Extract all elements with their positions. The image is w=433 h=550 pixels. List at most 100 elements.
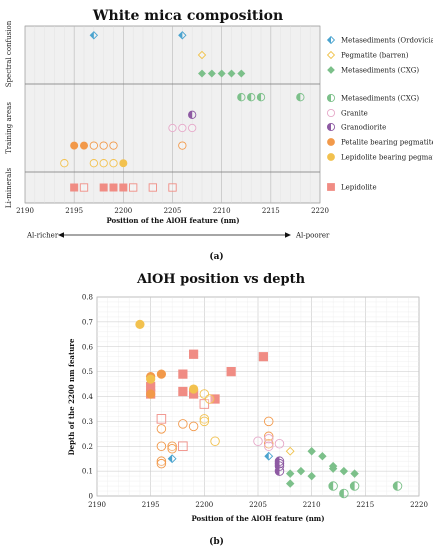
panel-b-point: [146, 374, 156, 384]
category-label-training-areas: Training areas: [5, 102, 13, 154]
panel-a-x-tick-label: 2205: [164, 207, 182, 215]
panel-b-point: [204, 394, 215, 404]
al-direction-arrow: Al-richer Al-poorer: [26, 232, 330, 240]
panel-a-point: [168, 183, 177, 192]
panel-a-x-tick-label: 2220: [311, 207, 329, 215]
panel-a-point: [79, 183, 89, 192]
panel-a-point: [99, 183, 108, 192]
panel-a-point: [70, 183, 79, 192]
panel-a-x-tick-label: 2210: [213, 207, 231, 215]
panel-a-point: [109, 159, 118, 168]
panel-b-point: [146, 389, 156, 399]
panel-b-point: [167, 443, 177, 454]
panel-a-point: [119, 183, 128, 192]
panel-a-x-tick-label: 2195: [65, 207, 83, 215]
panel-b-point: [156, 424, 167, 434]
panel-b-point: [178, 441, 188, 451]
panel-label-b: (b): [209, 536, 224, 547]
panel-a-category-labels: Spectral confusion Training areas Li-min…: [5, 20, 13, 208]
legend-entry: Lepidolite: [341, 184, 377, 192]
panel-b-x-tick-label: 2220: [410, 501, 428, 509]
panel-a-points: [60, 31, 305, 192]
panel-a-point: [256, 93, 266, 102]
panel-a-grid: [24, 26, 321, 203]
panel-b-point: [263, 416, 274, 427]
panel-b-point: [339, 466, 349, 476]
panel-b-point: [156, 458, 167, 469]
panel-b-point: [189, 349, 199, 359]
panel-a-title: White mica composition: [92, 8, 283, 24]
legend-entry: Petalite bearing pegmatite: [341, 139, 433, 147]
arrow-label-al-richer: Al-richer: [26, 232, 59, 240]
panel-a-point: [89, 31, 99, 40]
legend-marker: [326, 35, 336, 45]
panel-b-chart: AlOH position vs depth 00.10.20.30.40.50…: [67, 272, 428, 547]
panel-b-point: [156, 414, 167, 424]
panel-a-x-tick-label: 2200: [114, 207, 132, 215]
legend-entry: Metasediments (CXG): [341, 67, 419, 75]
panel-b-point: [167, 441, 177, 452]
panel-b-point: [253, 436, 263, 447]
legend-entry: Metasediments (CXG): [341, 95, 419, 103]
panel-a-point: [70, 141, 79, 150]
panel-b-point: [285, 469, 295, 478]
legend-marker: [327, 153, 335, 161]
panel-b-point: [258, 352, 268, 362]
panel-b-x-tick-label: 2215: [356, 501, 374, 509]
panel-a-point: [197, 50, 207, 60]
legend-entry: Lepidolite bearing pegmatite: [341, 154, 433, 162]
legend-entry: Granodiorite: [341, 124, 386, 132]
panel-b-y-tick-label: 0.2: [82, 443, 93, 451]
panel-b-point: [349, 481, 360, 491]
panel-b-x-tick-label: 2200: [195, 501, 213, 509]
panel-b-y-tick-label: 0.7: [82, 318, 93, 326]
panel-b-point: [350, 469, 359, 478]
panel-b-y-ticks: 0 0.1 0.2 0.3 0.4 0.5 0.6 0.7 0.8: [82, 294, 94, 501]
panel-b-point: [188, 421, 199, 432]
panel-b-point: [156, 456, 167, 466]
panel-a-point: [89, 141, 98, 150]
panel-b-point: [199, 414, 210, 424]
panel-label-a: (a): [209, 251, 223, 262]
arrow-label-al-poorer: Al-poorer: [295, 232, 330, 240]
panel-b-x-tick-label: 2195: [142, 501, 160, 509]
panel-a-point: [119, 159, 128, 168]
panel-b-point: [307, 471, 316, 481]
panel-a-point: [80, 141, 89, 150]
panel-a-x-tick-label: 2215: [262, 207, 280, 215]
panel-a-point: [129, 183, 138, 192]
panel-b-point: [189, 384, 199, 394]
panel-b-point: [285, 446, 295, 456]
legend-entry: Granite: [341, 110, 368, 118]
panel-a-chart: White mica composition Spectral confusio…: [5, 8, 433, 262]
panel-b-point: [264, 451, 274, 461]
panel-b-x-axis-label: Position of the AlOH feature (nm): [191, 514, 324, 523]
panel-b-point: [199, 416, 210, 427]
panel-b-point: [178, 419, 188, 429]
panel-b-point: [178, 386, 188, 397]
panel-b-point: [318, 451, 327, 461]
panel-a-point: [296, 93, 305, 102]
panel-a-point: [188, 123, 197, 133]
legend-entry: Metasediments (Ordovician): [341, 37, 433, 45]
panel-b-y-tick-label: 0.1: [82, 468, 93, 476]
panel-b-y-tick-label: 0.5: [82, 368, 93, 376]
panel-a-point: [188, 110, 197, 119]
panel-a-point: [217, 69, 226, 78]
panel-a-x-ticks: 2190 2195 2200 2205 2210 2215 2220: [16, 207, 329, 215]
panel-a-point: [99, 141, 108, 150]
panel-b-x-tick-label: 2190: [88, 501, 106, 509]
panel-b-title: AlOH position vs depth: [136, 272, 306, 287]
panel-b-point: [210, 436, 220, 447]
panel-a-x-axis-label: Position of the AlOH feature (nm): [106, 216, 239, 225]
panel-b-y-tick-label: 0: [89, 493, 93, 501]
panel-b-x-tick-label: 2210: [303, 501, 321, 509]
panel-a-x-tick-label: 2190: [16, 207, 34, 215]
panel-a-point: [237, 69, 246, 78]
panel-b-point: [274, 439, 285, 449]
panel-b-point: [296, 466, 306, 476]
panel-a-point: [99, 159, 108, 168]
panel-b-point: [263, 434, 274, 444]
panel-a-legend: Metasediments (Ordovician) Pegmatite (bar…: [326, 35, 433, 192]
legend-marker: [327, 66, 335, 74]
